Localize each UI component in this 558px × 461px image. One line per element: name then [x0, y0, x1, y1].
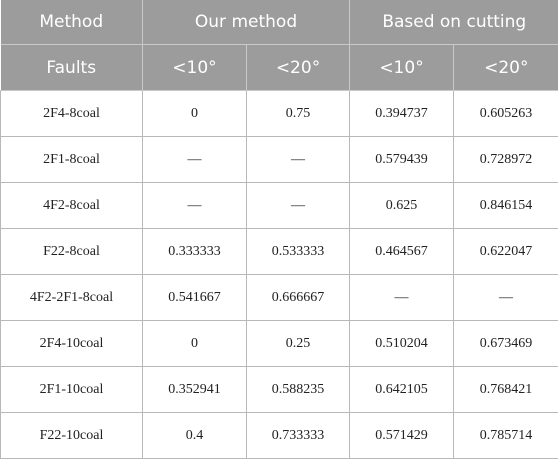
- value-cell: 0: [142, 320, 247, 367]
- fault-cell: 4F2-2F1-8coal: [0, 274, 143, 321]
- value-cell: —: [453, 274, 558, 321]
- table-row: F22-8coal 0.333333 0.533333 0.464567 0.6…: [0, 228, 558, 275]
- value-cell: 0.75: [245, 90, 351, 137]
- value-cell: 0.25: [245, 320, 351, 367]
- value-cell: 0.733333: [245, 412, 351, 459]
- value-cell: 0.541667: [142, 274, 247, 321]
- value-cell: 0.464567: [349, 228, 455, 275]
- value-cell: —: [245, 182, 351, 229]
- table-row: 2F4-8coal 0 0.75 0.394737 0.605263: [0, 90, 558, 137]
- value-cell: 0.333333: [142, 228, 247, 275]
- angle-header: <20°: [453, 44, 558, 91]
- table-header: Method Our method Based on cutting Fault…: [0, 0, 558, 91]
- value-cell: 0.622047: [453, 228, 558, 275]
- value-cell: 0.846154: [453, 182, 558, 229]
- value-cell: 0.394737: [349, 90, 455, 137]
- value-cell: —: [349, 274, 455, 321]
- value-cell: 0.510204: [349, 320, 455, 367]
- method-header: Method: [0, 0, 143, 45]
- value-cell: 0.768421: [453, 366, 558, 413]
- fault-cell: F22-10coal: [0, 412, 143, 459]
- table-row: 2F4-10coal 0 0.25 0.510204 0.673469: [0, 320, 558, 367]
- header-row-angles: Faults <10° <20° <10° <20°: [0, 44, 558, 91]
- angle-header: <10°: [349, 44, 454, 91]
- fault-cell: 2F1-8coal: [0, 136, 143, 183]
- value-cell: —: [142, 136, 247, 183]
- value-cell: 0.4: [142, 412, 247, 459]
- table-row: 2F1-8coal — — 0.579439 0.728972: [0, 136, 558, 183]
- table-row: F22-10coal 0.4 0.733333 0.571429 0.78571…: [0, 412, 558, 459]
- fault-cell: 2F1-10coal: [0, 366, 143, 413]
- value-cell: 0.605263: [453, 90, 558, 137]
- table-row: 4F2-2F1-8coal 0.541667 0.666667 — —: [0, 274, 558, 321]
- based-on-cutting-header: Based on cutting: [349, 0, 558, 45]
- fault-cell: 2F4-8coal: [0, 90, 143, 137]
- table-body: 2F4-8coal 0 0.75 0.394737 0.605263 2F1-8…: [0, 90, 558, 459]
- value-cell: 0: [142, 90, 247, 137]
- value-cell: 0.785714: [453, 412, 558, 459]
- fault-cell: 2F4-10coal: [0, 320, 143, 367]
- value-cell: 0.533333: [245, 228, 351, 275]
- table-row: 2F1-10coal 0.352941 0.588235 0.642105 0.…: [0, 366, 558, 413]
- header-row-groups: Method Our method Based on cutting: [0, 0, 558, 45]
- value-cell: 0.352941: [142, 366, 247, 413]
- value-cell: 0.642105: [349, 366, 455, 413]
- faults-header: Faults: [0, 44, 143, 91]
- value-cell: —: [245, 136, 351, 183]
- value-cell: 0.666667: [245, 274, 351, 321]
- angle-header: <10°: [142, 44, 247, 91]
- value-cell: 0.579439: [349, 136, 455, 183]
- value-cell: —: [142, 182, 247, 229]
- fault-cell: 4F2-8coal: [0, 182, 143, 229]
- angle-header: <20°: [245, 44, 350, 91]
- value-cell: 0.673469: [453, 320, 558, 367]
- value-cell: 0.728972: [453, 136, 558, 183]
- our-method-header: Our method: [141, 0, 350, 45]
- table-row: 4F2-8coal — — 0.625 0.846154: [0, 182, 558, 229]
- fault-cell: F22-8coal: [0, 228, 143, 275]
- value-cell: 0.588235: [245, 366, 351, 413]
- value-cell: 0.625: [349, 182, 455, 229]
- value-cell: 0.571429: [349, 412, 455, 459]
